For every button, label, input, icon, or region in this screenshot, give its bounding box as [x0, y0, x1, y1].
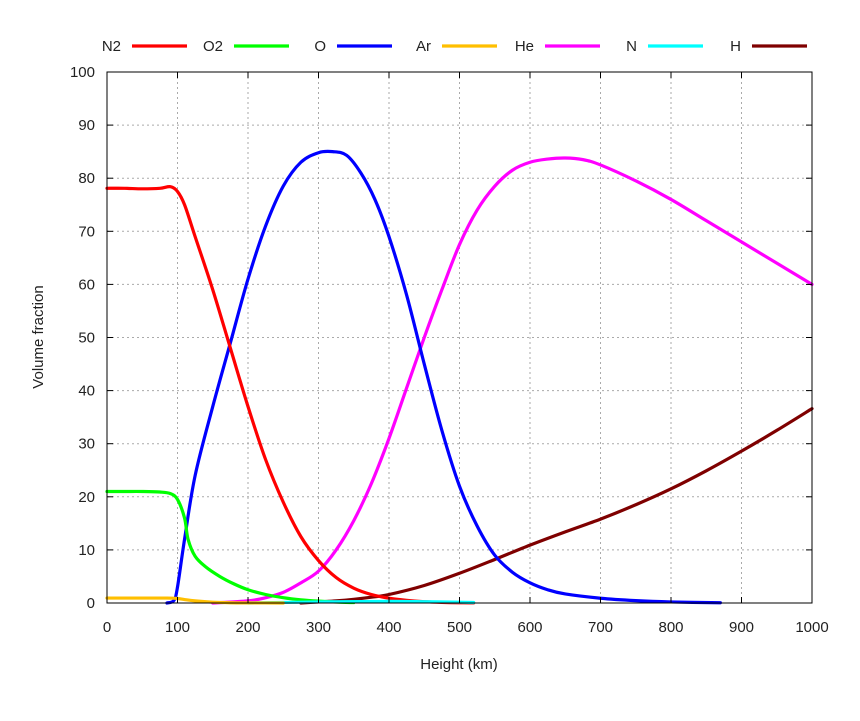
x-tick-label: 0 — [103, 619, 111, 636]
y-tick-label: 50 — [78, 330, 95, 347]
legend-label-he: He — [515, 38, 534, 55]
y-tick-label: 70 — [78, 223, 95, 240]
legend-label-n2: N2 — [102, 38, 121, 55]
x-tick-label: 300 — [306, 619, 331, 636]
series-line-o — [165, 149, 722, 605]
x-tick-label: 800 — [658, 619, 683, 636]
legend-label-h: H — [730, 38, 741, 55]
y-tick-label: 60 — [78, 276, 95, 293]
x-tick-label: 1000 — [795, 619, 828, 636]
legend: N2 O2 O Ar He N H — [102, 38, 807, 55]
x-tick-label: 100 — [165, 619, 190, 636]
x-tick-label: 900 — [729, 619, 754, 636]
y-tick-label: 30 — [78, 436, 95, 453]
y-tick-label: 90 — [78, 117, 95, 134]
y-axis-title: Volume fraction — [30, 285, 47, 388]
x-tick-label: 600 — [517, 619, 542, 636]
series-line-n — [246, 599, 476, 605]
tick-labels: 0 100 200 300 400 500 600 700 800 900 1000 0 10 20 30 4… — [70, 64, 829, 636]
y-tick-label: 20 — [78, 489, 95, 506]
series-line-he — [211, 156, 814, 605]
tick-marks — [106, 71, 813, 604]
legend-label-ar: Ar — [416, 38, 431, 55]
legend-label-o2: O2 — [203, 38, 223, 55]
gridlines — [107, 72, 812, 603]
series-layer — [105, 149, 814, 605]
legend-label-o: O — [314, 38, 326, 55]
x-tick-label: 700 — [588, 619, 613, 636]
series-line-o2 — [105, 489, 356, 605]
y-tick-label: 10 — [78, 542, 95, 559]
x-tick-label: 400 — [376, 619, 401, 636]
legend-label-n: N — [626, 38, 637, 55]
series-line-h — [299, 407, 814, 605]
y-tick-label: 0 — [87, 595, 95, 612]
y-tick-label: 80 — [78, 170, 95, 187]
series-line-n2 — [105, 185, 476, 605]
x-tick-label: 500 — [447, 619, 472, 636]
x-tick-label: 200 — [235, 619, 260, 636]
x-axis-title: Height (km) — [420, 656, 498, 673]
y-tick-label: 40 — [78, 383, 95, 400]
y-tick-label: 100 — [70, 64, 95, 81]
